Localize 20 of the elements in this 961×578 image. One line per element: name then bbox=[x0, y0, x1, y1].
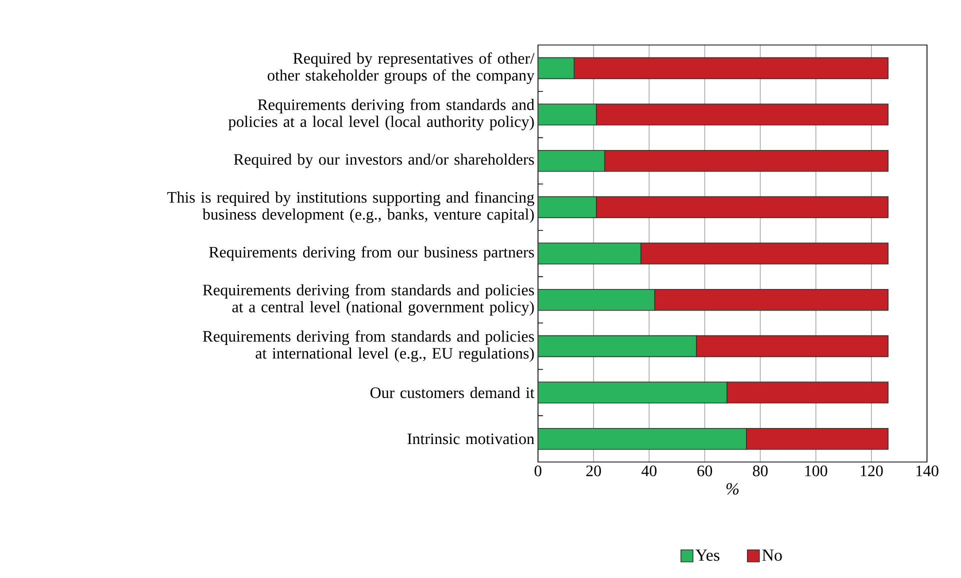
legend-label: Yes bbox=[696, 550, 720, 561]
y-tick-label: Requirements deriving from standards and policies at a central level (national government policy) bbox=[202, 284, 534, 316]
x-tick-label: 60 bbox=[697, 466, 712, 476]
y-tick-label: This is required by institutions supporting and financing business development (e.g., banks, venture capital) bbox=[167, 191, 534, 223]
x-tick-label: 100 bbox=[805, 466, 828, 476]
y-tick-label: Our customers demand it bbox=[370, 386, 534, 398]
x-tick-label: 40 bbox=[641, 466, 656, 476]
y-tick-label: Intrinsic motivation bbox=[408, 433, 534, 444]
y-tick-label: Requirements deriving from standards and policies at international level (e.g., EU regulations) bbox=[202, 330, 534, 362]
y-tick-label: Requirements deriving from standards and policies at a local level (local authority policy) bbox=[228, 98, 534, 130]
legend-label: No bbox=[762, 550, 782, 561]
y-tick-label: Requirements deriving from our business partners bbox=[209, 246, 534, 261]
y-tick-label: Required by our investors and/or shareholders bbox=[234, 154, 534, 168]
x-axis-title: % bbox=[726, 483, 739, 495]
x-tick-label: 120 bbox=[860, 466, 883, 476]
x-tick-label: 80 bbox=[752, 466, 768, 476]
x-tick-label: 0 bbox=[534, 466, 542, 476]
x-tick-label: 140 bbox=[916, 466, 938, 476]
y-tick-label: Required by representatives of other/ other stakeholder groups of the company bbox=[268, 52, 534, 84]
x-tick-label: 20 bbox=[586, 466, 601, 476]
